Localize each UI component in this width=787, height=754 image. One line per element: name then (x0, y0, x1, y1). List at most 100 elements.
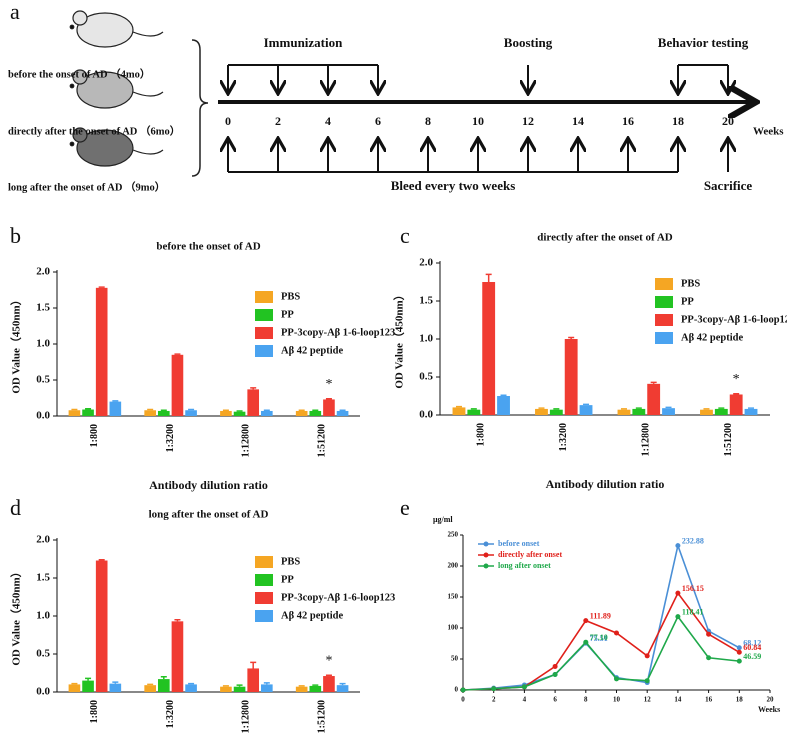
bar (564, 339, 578, 415)
bar (632, 408, 646, 415)
mouse-label: long after the onset of AD （9mo） (8, 180, 165, 193)
y-tick-label: 1.5 (36, 302, 50, 314)
annotation: * (733, 372, 740, 387)
timeline-label: Bleed every two weeks (391, 178, 516, 193)
data-label: 68.12 (743, 639, 761, 648)
x-tick-label: 1:51200 (723, 423, 734, 456)
y-tick-label: 1.0 (36, 610, 50, 622)
bar (171, 354, 184, 416)
error-bar (325, 397, 332, 400)
timeline-label: Boosting (504, 35, 553, 50)
timeline-label: Sacrifice (704, 178, 753, 193)
y-tick-label: 1.0 (419, 333, 433, 345)
legend-swatch (655, 332, 673, 344)
legend-label: PP (281, 309, 294, 320)
mouse-label: directly after the onset of AD （6mo） (8, 124, 180, 137)
bar (295, 410, 308, 416)
bar (729, 394, 743, 415)
panel-label: d (10, 495, 21, 520)
error-bar (718, 407, 725, 409)
legend-label: Aβ 42 peptide (681, 332, 743, 343)
error-bar (147, 408, 154, 411)
error-bar (339, 682, 346, 686)
error-bar (455, 405, 462, 408)
bar (82, 680, 94, 692)
y-axis-label: OD Value（450nm） (393, 289, 406, 388)
error-bar (325, 674, 332, 677)
data-label: 118.41 (682, 607, 704, 616)
annotation: * (325, 653, 332, 668)
error-bar (665, 406, 672, 409)
week-label: 2 (275, 114, 281, 128)
x-tick-label: 1:12800 (641, 423, 652, 456)
error-bar (250, 661, 257, 669)
bar (233, 686, 246, 692)
data-label: 232.88 (682, 536, 704, 545)
bar (185, 684, 197, 692)
legend-label: PP-3copy-Aβ 1-6-loop123 (281, 327, 395, 338)
bar (109, 401, 122, 416)
bar (497, 396, 510, 415)
y-tick-label: 250 (448, 531, 459, 539)
error-bar (160, 676, 167, 680)
bar (647, 383, 661, 415)
bar (261, 684, 273, 692)
legend-label: PBS (681, 278, 700, 289)
error-bar (298, 685, 305, 687)
panel-label: c (400, 223, 410, 248)
legend-swatch (255, 574, 273, 586)
error-bar (188, 682, 195, 685)
y-tick-label: 0.0 (419, 409, 433, 421)
x-tick-label: 14 (674, 696, 682, 704)
x-tick-label: 10 (613, 696, 621, 704)
legend-label: PP-3copy-Aβ 1-6-loop123 (681, 314, 787, 325)
bar (549, 409, 563, 415)
error-bar (112, 681, 119, 684)
legend-label: PBS (281, 556, 300, 567)
error-bar (500, 394, 507, 396)
error-bar (635, 407, 642, 409)
y-tick-label: 150 (448, 593, 459, 601)
bar (467, 409, 481, 415)
bar (309, 410, 322, 416)
legend-swatch (255, 309, 273, 321)
x-tick-label: 1:51200 (316, 700, 327, 733)
legend-label: before onset (498, 539, 540, 548)
bar (714, 408, 728, 415)
marker (552, 663, 558, 669)
legend-marker (483, 541, 489, 547)
y-tick-label: 200 (448, 562, 459, 570)
legend-swatch (255, 327, 273, 339)
bar (452, 407, 466, 415)
y-tick-label: 2.0 (36, 266, 50, 278)
legend-swatch (255, 556, 273, 568)
error-bar (188, 408, 195, 411)
error-bar (485, 273, 492, 282)
marker (614, 676, 619, 682)
y-axis-label: OD Value（450nm） (10, 566, 23, 665)
x-tick-label: 1:3200 (165, 424, 176, 452)
legend-swatch (255, 291, 273, 303)
bar (700, 409, 713, 415)
bar (144, 410, 156, 416)
error-bar (236, 410, 243, 412)
error-bar (568, 336, 575, 339)
timeline-label: Behavior testing (658, 35, 749, 50)
bar (157, 410, 170, 416)
y-tick-label: 2.0 (36, 534, 50, 546)
marker (706, 631, 712, 637)
error-bar (748, 407, 755, 409)
data-label: 111.89 (590, 611, 611, 620)
y-tick-label: 1.5 (36, 572, 50, 584)
marker (583, 618, 589, 624)
legend-label: long after onset (498, 561, 551, 570)
data-label: 46.59 (743, 652, 761, 661)
x-tick-label: 1:3200 (165, 700, 176, 728)
error-bar (174, 619, 181, 622)
chart-title: directly after the onset of AD (537, 232, 673, 244)
legend-label: Aβ 42 peptide (281, 345, 343, 356)
bar (171, 621, 184, 692)
marker (644, 678, 650, 684)
marker (552, 672, 558, 677)
error-bar (98, 559, 105, 561)
